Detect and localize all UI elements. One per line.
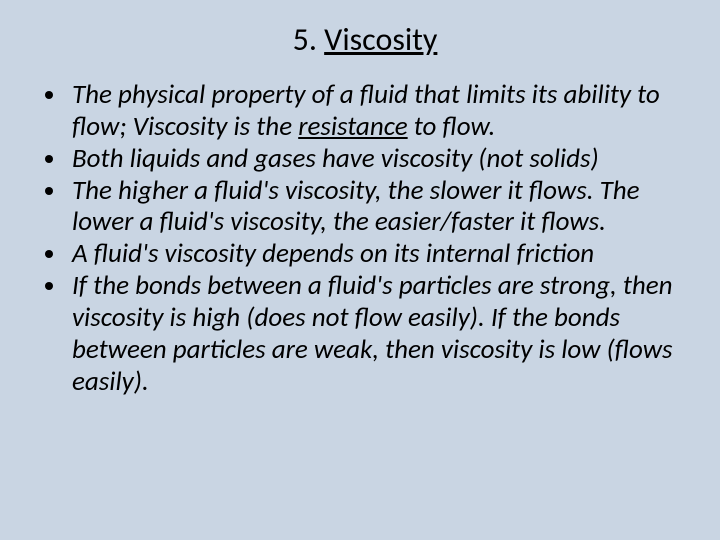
bullet-text: to flow. xyxy=(408,110,496,143)
bullet-text: If the bonds between a fluid's particles… xyxy=(72,269,673,398)
bullet-item: A fluid's viscosity depends on its inter… xyxy=(68,238,692,270)
title-underlined-word: Viscosity xyxy=(324,20,437,59)
slide-title: 5. Viscosity xyxy=(38,20,692,59)
bullet-item: Both liquids and gases have viscosity (n… xyxy=(68,143,692,175)
bullet-item: The higher a fluid's viscosity, the slow… xyxy=(68,175,692,239)
bullet-item: The physical property of a fluid that li… xyxy=(68,79,692,143)
title-prefix: 5. xyxy=(293,20,325,59)
bullet-underlined-text: resistance xyxy=(298,110,407,143)
bullet-text: The higher a fluid's viscosity, the slow… xyxy=(72,174,640,239)
bullet-item: If the bonds between a fluid's particles… xyxy=(68,270,692,397)
bullet-text: Both liquids and gases have viscosity (n… xyxy=(72,142,599,175)
bullet-text: A fluid's viscosity depends on its inter… xyxy=(72,237,594,270)
bullet-list: The physical property of a fluid that li… xyxy=(38,79,692,398)
